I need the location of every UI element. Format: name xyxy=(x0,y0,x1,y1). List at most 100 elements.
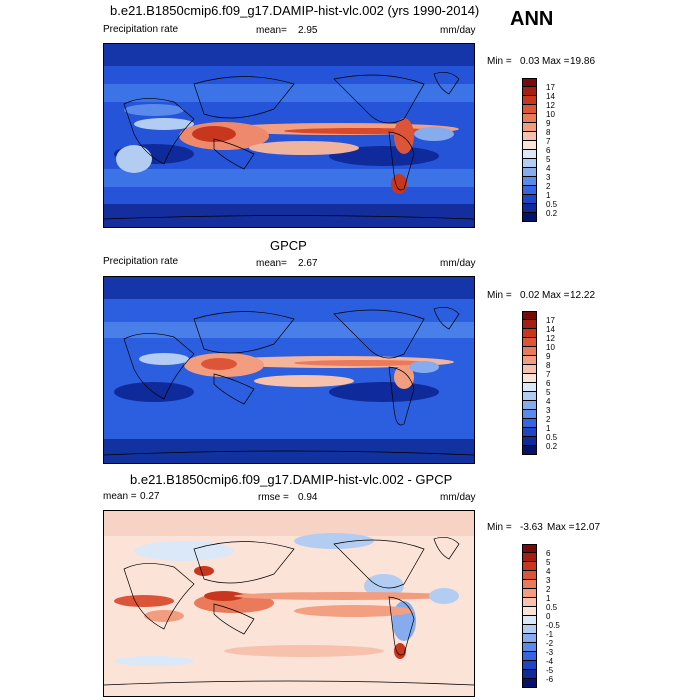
colorbar-tick-label: -5 xyxy=(546,666,554,675)
colorbar-tick-label: 7 xyxy=(546,370,551,379)
colorbar-segment xyxy=(522,374,537,383)
panel1-title: b.e21.B1850cmip6.f09_g17.DAMIP-hist-vlc.… xyxy=(110,3,480,18)
colorbar-tick-label: 5 xyxy=(546,558,551,567)
colorbar-segment xyxy=(522,347,537,356)
colorbar-segment xyxy=(522,419,537,428)
panel1-max-value: 19.86 xyxy=(570,56,596,67)
panel2-min-label: Min = xyxy=(487,290,512,301)
colorbar-tick-label: 6 xyxy=(546,146,551,155)
colorbar-tick-label: 2 xyxy=(546,182,551,191)
colorbar-tick-label: 0.5 xyxy=(546,433,558,442)
colorbar-tick-label: -3 xyxy=(546,648,554,657)
colorbar-segment xyxy=(522,428,537,437)
colorbar-tick-label: 12 xyxy=(546,334,555,343)
panel2-title: GPCP xyxy=(270,238,307,253)
colorbar-segment xyxy=(522,150,537,159)
panel1-colorbar xyxy=(522,78,537,222)
colorbar-segment xyxy=(522,320,537,329)
colorbar-segment xyxy=(522,159,537,168)
colorbar-segment xyxy=(522,195,537,204)
colorbar-tick-label: 5 xyxy=(546,388,551,397)
colorbar-segment xyxy=(522,410,537,419)
panel1-map xyxy=(103,43,475,228)
colorbar-tick-label: 9 xyxy=(546,119,551,128)
colorbar-tick-label: 4 xyxy=(546,164,551,173)
colorbar-tick-label: 3 xyxy=(546,173,551,182)
colorbar-tick-label: 1 xyxy=(546,424,551,433)
panel3-units: mm/day xyxy=(440,492,476,503)
colorbar-segment xyxy=(522,544,537,553)
colorbar-segment xyxy=(522,392,537,401)
colorbar-tick-label: 4 xyxy=(546,567,551,576)
panel1-min-label: Min = xyxy=(487,56,512,67)
colorbar-segment xyxy=(522,401,537,410)
panel2-colorbar xyxy=(522,311,537,455)
colorbar-tick-label: 0.5 xyxy=(546,603,558,612)
panel3-rmse-value: 0.94 xyxy=(298,492,318,503)
panel2-units: mm/day xyxy=(440,258,476,269)
colorbar-segment xyxy=(522,311,537,320)
panel3-title: b.e21.B1850cmip6.f09_g17.DAMIP-hist-vlc.… xyxy=(130,472,453,487)
colorbar-tick-label: 0.2 xyxy=(546,442,558,451)
colorbar-segment xyxy=(522,634,537,643)
colorbar-tick-label: 6 xyxy=(546,379,551,388)
panel1-min-value: 0.03 xyxy=(520,56,540,67)
colorbar-tick-label: -0.5 xyxy=(546,621,560,630)
colorbar-tick-label: 0.5 xyxy=(546,200,558,209)
panel1-mean-value: 2.95 xyxy=(298,25,318,36)
panel3-rmse-label: rmse = xyxy=(258,492,289,503)
colorbar-tick-label: -2 xyxy=(546,639,554,648)
colorbar-segment xyxy=(522,598,537,607)
colorbar-tick-label: 17 xyxy=(546,316,555,325)
panel1-left-label: Precipitation rate xyxy=(103,24,179,35)
colorbar-segment xyxy=(522,580,537,589)
colorbar-tick-label: 8 xyxy=(546,128,551,137)
colorbar-segment xyxy=(522,643,537,652)
colorbar-segment xyxy=(522,78,537,87)
colorbar-tick-label: 4 xyxy=(546,397,551,406)
colorbar-tick-label: -6 xyxy=(546,675,554,684)
colorbar-segment xyxy=(522,186,537,195)
colorbar-tick-label: 9 xyxy=(546,352,551,361)
colorbar-segment xyxy=(522,670,537,679)
colorbar-segment xyxy=(522,679,537,688)
colorbar-segment xyxy=(522,96,537,105)
panel3-min-label: Min = xyxy=(487,522,512,533)
panel3-mean-value: 0.27 xyxy=(140,491,160,502)
colorbar-tick-label: 0 xyxy=(546,612,551,621)
colorbar-segment xyxy=(522,553,537,562)
colorbar-segment xyxy=(522,105,537,114)
colorbar-segment xyxy=(522,87,537,96)
colorbar-tick-label: -4 xyxy=(546,657,554,666)
colorbar-segment xyxy=(522,661,537,670)
panel3-map-svg xyxy=(104,511,474,696)
colorbar-tick-label: 5 xyxy=(546,155,551,164)
colorbar-tick-label: 3 xyxy=(546,406,551,415)
panel2-mean-value: 2.67 xyxy=(298,258,318,269)
colorbar-segment xyxy=(522,141,537,150)
colorbar-segment xyxy=(522,213,537,222)
colorbar-segment xyxy=(522,204,537,213)
colorbar-tick-label: 1 xyxy=(546,594,551,603)
colorbar-tick-label: 10 xyxy=(546,343,555,352)
panel2-max-value: 12.22 xyxy=(570,290,596,301)
colorbar-tick-label: 14 xyxy=(546,92,555,101)
panel2-map-svg xyxy=(104,277,474,463)
panel2-mean-label: mean= xyxy=(256,258,287,269)
panel3-colorbar xyxy=(522,544,537,688)
panel1-map-svg xyxy=(104,44,474,227)
panel3-max-label: Max = xyxy=(547,522,575,533)
colorbar-segment xyxy=(522,625,537,634)
colorbar-tick-label: 8 xyxy=(546,361,551,370)
colorbar-segment xyxy=(522,562,537,571)
colorbar-segment xyxy=(522,589,537,598)
colorbar-tick-label: 0.2 xyxy=(546,209,558,218)
colorbar-segment xyxy=(522,437,537,446)
panel2-left-label: Precipitation rate xyxy=(103,256,179,267)
colorbar-tick-label: 6 xyxy=(546,549,551,558)
panel2-min-value: 0.02 xyxy=(520,290,540,301)
colorbar-segment xyxy=(522,365,537,374)
colorbar-tick-label: 2 xyxy=(546,415,551,424)
colorbar-tick-label: 2 xyxy=(546,585,551,594)
colorbar-segment xyxy=(522,177,537,186)
